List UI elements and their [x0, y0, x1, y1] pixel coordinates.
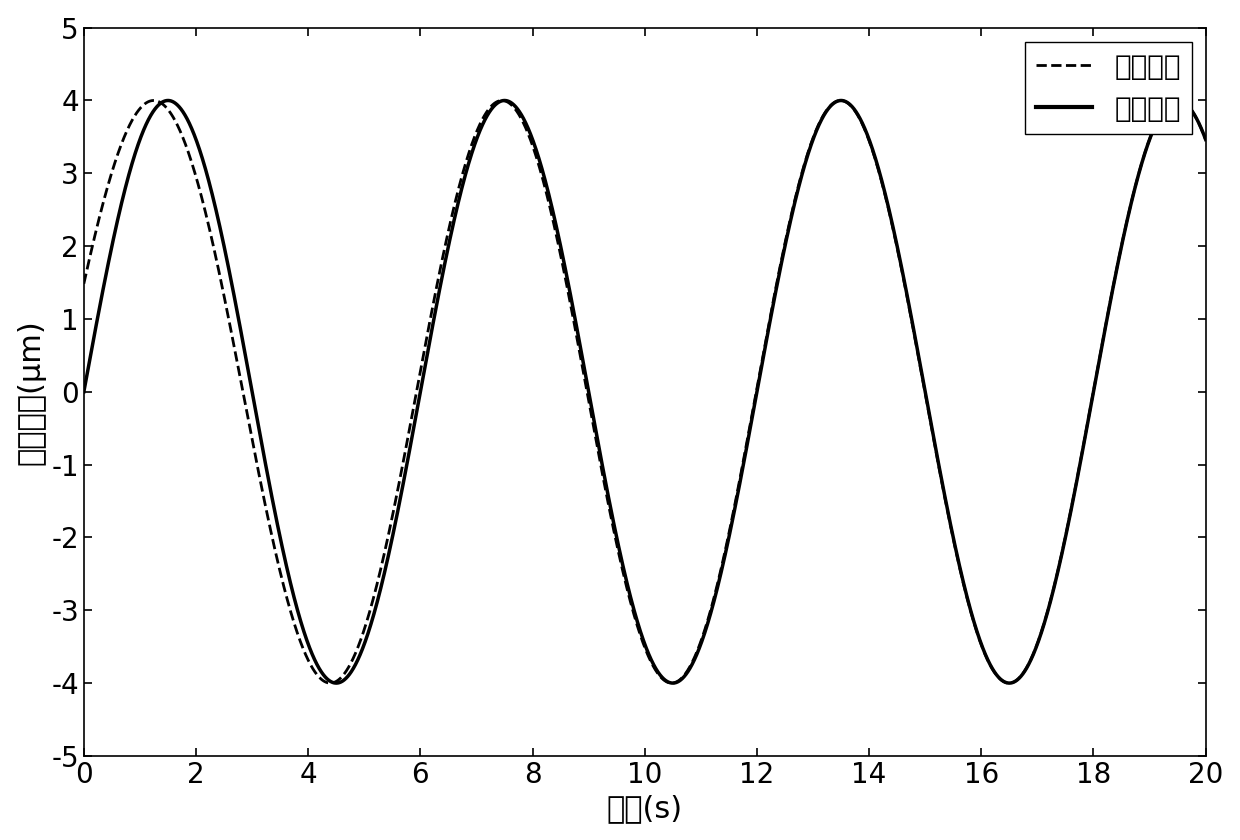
输出位移: [625, 604, 640, 614]
Y-axis label: 输出位移(μm): 输出位移(μm): [16, 319, 46, 465]
期望位移: [1198, 134, 1213, 144]
输出位移: [665, 678, 680, 688]
Legend: 输出位移, 期望位移: 输出位移, 期望位移: [1025, 41, 1192, 134]
X-axis label: 时间(s): 时间(s): [606, 795, 683, 823]
期望位移: [625, 598, 640, 608]
期望位移: [82, 360, 97, 370]
输出位移: [296, 645, 311, 655]
输出位移: [495, 96, 510, 106]
期望位移: [123, 165, 138, 175]
输出位移: [123, 118, 138, 129]
输出位移: [1140, 143, 1154, 153]
期望位移: [1171, 96, 1185, 106]
输出位移: [77, 279, 92, 289]
Line: 期望位移: 期望位移: [84, 101, 1205, 683]
期望位移: [144, 110, 159, 120]
输出位移: [144, 96, 159, 106]
期望位移: [296, 626, 311, 636]
期望位移: [77, 386, 92, 396]
Line: 输出位移: 输出位移: [84, 101, 1205, 683]
输出位移: [1198, 134, 1213, 144]
期望位移: [1138, 144, 1153, 154]
输出位移: [82, 256, 97, 266]
期望位移: [1002, 678, 1017, 688]
